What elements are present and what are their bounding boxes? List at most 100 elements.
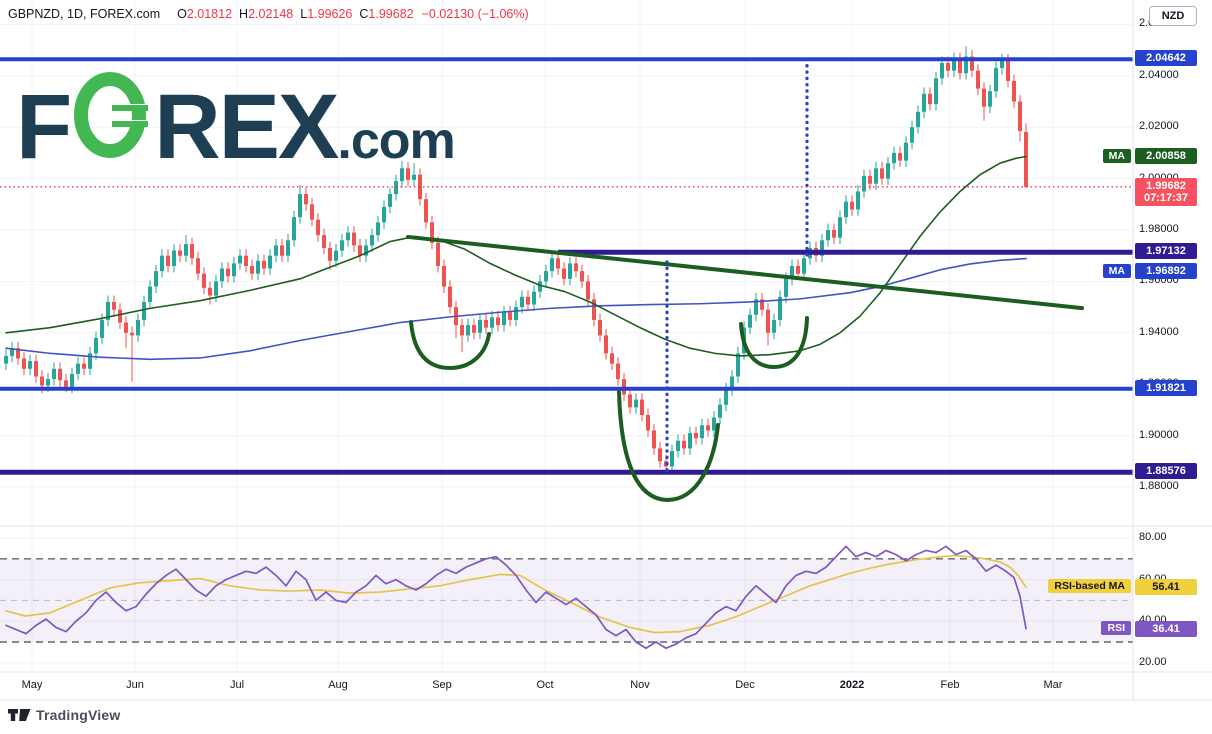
candle-body [724, 389, 728, 405]
candle-body [388, 194, 392, 207]
candle-body [904, 142, 908, 161]
candle-body [208, 287, 212, 296]
candle-body [88, 353, 92, 369]
u-curve-annotation [739, 316, 809, 370]
candle-body [106, 301, 110, 320]
candle-body [1000, 60, 1004, 69]
high-label: H [239, 7, 249, 21]
candle-body [40, 376, 44, 386]
candle-body [256, 260, 260, 274]
forex-logo-text-left: F [16, 76, 72, 178]
candle-body [922, 93, 926, 112]
candle-body [874, 168, 878, 184]
candle-body [4, 355, 8, 364]
symbol-header[interactable]: GBPNZD, 1D, FOREX.com O2.01812 H2.02148 L1.… [8, 7, 529, 21]
candle-body [982, 88, 986, 107]
candle-body [826, 230, 830, 241]
candle-body [946, 62, 950, 71]
candle-body [502, 312, 506, 326]
candle-body [10, 348, 14, 356]
candle-body [616, 363, 620, 380]
candle-body [376, 222, 380, 236]
candle-body [574, 263, 578, 272]
candle-body [526, 296, 530, 305]
candle-body [886, 163, 890, 179]
candle-body [16, 348, 20, 359]
candle-body [442, 265, 446, 287]
symbol-title[interactable]: GBPNZD, 1D, FOREX.com [8, 7, 161, 21]
candle-body [934, 78, 938, 105]
change-value: −0.02130 (−1.06%) [421, 7, 529, 21]
candle-body [850, 201, 854, 210]
candle-body [316, 219, 320, 236]
candle-body [838, 217, 842, 238]
u-curve-annotation [617, 390, 720, 503]
low-label: L [300, 7, 308, 21]
candle-body [706, 425, 710, 431]
candle-body [964, 56, 968, 74]
candle-body [160, 255, 164, 272]
candle-body [820, 240, 824, 256]
candle-body [292, 217, 296, 241]
candle-body [400, 168, 404, 182]
candle-body [652, 430, 656, 449]
currency-button[interactable]: NZD [1149, 6, 1197, 26]
candle-body [484, 319, 488, 328]
tradingview-logo[interactable]: TradingView [8, 707, 120, 723]
candle-body [136, 319, 140, 336]
forex-logo-o-icon [72, 72, 153, 163]
candle-body [772, 319, 776, 333]
candle-body [268, 255, 272, 269]
tradingview-logo-text: TradingView [36, 707, 121, 723]
candle-body [1018, 101, 1022, 132]
candle-body [778, 296, 782, 320]
candle-body [472, 325, 476, 333]
candle-body [364, 245, 368, 256]
candle-body [880, 168, 884, 179]
candle-body [832, 230, 836, 238]
candle-body [334, 250, 338, 261]
ma-slow-line [5, 257, 1027, 361]
candle-body [1024, 132, 1028, 187]
candle-body [58, 368, 62, 381]
candle-body [148, 286, 152, 302]
candle-body [586, 281, 590, 300]
tradingview-icon [8, 709, 31, 721]
candle-body [412, 174, 416, 180]
candle-body [796, 265, 800, 274]
candle-body [622, 379, 626, 395]
candle-body [544, 271, 548, 282]
candle-body [868, 176, 872, 184]
forex-logo-text-right: REX [154, 76, 339, 178]
candle-body [994, 68, 998, 92]
candle-body [172, 250, 176, 266]
candle-body [532, 291, 536, 305]
candle-body [286, 240, 290, 256]
candle-body [682, 440, 686, 449]
candle-body [610, 353, 614, 364]
candle-body [430, 222, 434, 243]
descending-trendline [406, 234, 1084, 311]
candle-body [604, 335, 608, 354]
candle-body [202, 273, 206, 288]
candle-body [856, 191, 860, 210]
candle-body [130, 332, 134, 336]
candle-body [298, 194, 302, 218]
candle-body [658, 448, 662, 462]
candle-body [700, 425, 704, 439]
candle-body [190, 244, 194, 259]
candle-body [958, 59, 962, 74]
candle-body [496, 317, 500, 326]
candle-body [100, 319, 104, 338]
candle-body [568, 263, 572, 279]
candle-body [676, 440, 680, 452]
candle-body [184, 244, 188, 256]
candle-body [424, 199, 428, 223]
candle-body [76, 363, 80, 374]
candle-body [178, 250, 182, 256]
open-label: O [177, 7, 187, 21]
candle-body [1006, 60, 1010, 81]
u-curve-annotation [409, 320, 491, 371]
